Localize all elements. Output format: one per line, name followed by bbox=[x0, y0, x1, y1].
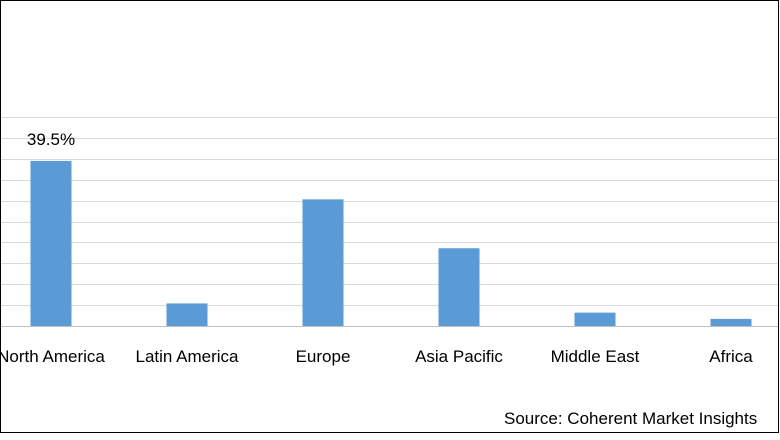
bar-asia-pacific bbox=[438, 248, 480, 326]
category-labels: North America Latin America Europe Asia Pac… bbox=[1, 347, 753, 366]
gridlines bbox=[1, 117, 778, 327]
bars bbox=[30, 160, 752, 326]
bar-europe bbox=[302, 199, 344, 326]
category-label: Europe bbox=[296, 347, 351, 366]
data-label: 39.5% bbox=[27, 130, 75, 149]
data-labels: 39.5% bbox=[27, 130, 75, 149]
category-label: Africa bbox=[709, 347, 753, 366]
category-label: North America bbox=[1, 347, 105, 366]
bar-middle-east bbox=[574, 312, 616, 326]
category-label: Latin America bbox=[136, 347, 240, 366]
bar-chart: 39.5% North America Latin America Europe As… bbox=[1, 117, 778, 366]
source-note: Source: Coherent Market Insights bbox=[504, 409, 758, 428]
bar-latin-america bbox=[166, 303, 208, 326]
category-label: Asia Pacific bbox=[415, 347, 503, 366]
bar-africa bbox=[710, 318, 752, 326]
bar-north-america bbox=[30, 160, 72, 326]
category-label: Middle East bbox=[551, 347, 640, 366]
